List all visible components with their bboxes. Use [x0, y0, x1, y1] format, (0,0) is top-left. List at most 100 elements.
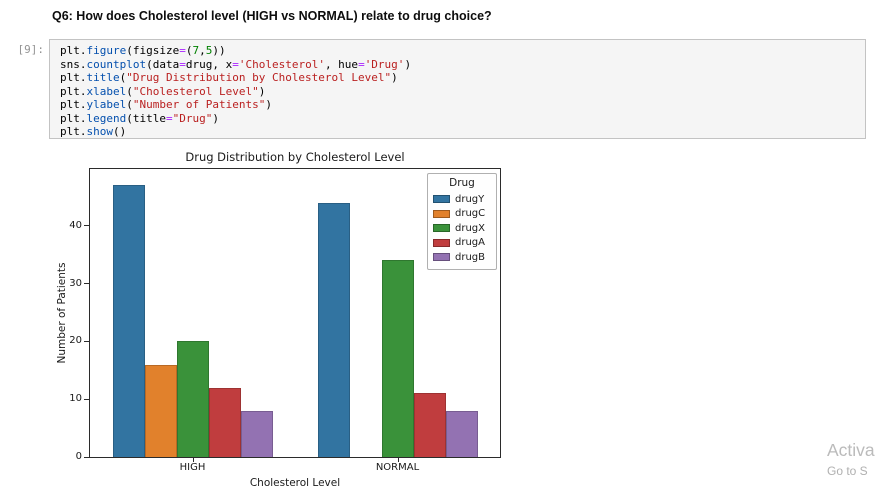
- chart-legend: Drug drugY drugC drugX drugA drugB: [427, 173, 497, 270]
- bar-drugY-NORMAL: [317, 202, 350, 457]
- y-tick-label-30: 30: [69, 277, 82, 289]
- legend-swatch-drugB: [433, 253, 450, 262]
- legend-entry-drugX: drugX: [428, 221, 496, 236]
- legend-label: drugB: [455, 251, 486, 263]
- cell-execution-count: [9]:: [17, 43, 45, 56]
- legend-swatch-drugA: [433, 238, 450, 247]
- code-cell[interactable]: plt.figure(figsize=(7,5)) sns.countplot(d…: [49, 39, 866, 139]
- code-token: =: [358, 57, 365, 71]
- legend-entry-drugY: drugY: [428, 192, 496, 207]
- y-tick-mark: [84, 340, 89, 342]
- chart-title: Drug Distribution by Cholesterol Level: [185, 150, 405, 164]
- code-token: figure: [86, 44, 127, 57]
- code-token: (: [126, 98, 133, 111]
- legend-swatch-drugX: [433, 224, 450, 233]
- x-tick-mark: [397, 458, 399, 462]
- code-token: ,: [199, 44, 206, 57]
- code-line[interactable]: plt.legend(title="Drug"): [60, 112, 865, 126]
- code-line[interactable]: plt.figure(figsize=(7,5)): [60, 44, 865, 58]
- bar-drugX-NORMAL: [381, 260, 414, 457]
- x-tick-label-HIGH: HIGH: [179, 462, 206, 473]
- bar-drugA-NORMAL: [413, 393, 446, 457]
- code-token: plt.: [60, 44, 87, 57]
- code-token: drug, x: [185, 57, 233, 71]
- legend-swatch-drugC: [433, 209, 450, 218]
- code-token: (: [126, 84, 133, 98]
- code-token: (data: [146, 57, 180, 71]
- legend-entry-drugA: drugA: [428, 236, 496, 251]
- y-tick-label-10: 10: [69, 393, 82, 405]
- x-axis-label: Cholesterol Level: [249, 477, 341, 489]
- code-token: =: [179, 57, 186, 71]
- code-token: title: [86, 71, 120, 84]
- code-token: "Number of Patients": [132, 98, 266, 111]
- code-token: , hue: [324, 57, 359, 71]
- code-token: legend: [86, 111, 127, 125]
- code-token: "Drug": [172, 111, 213, 125]
- code-token: (: [119, 71, 127, 84]
- y-tick-label-20: 20: [69, 335, 82, 347]
- code-token: =: [232, 57, 239, 71]
- code-line[interactable]: plt.show(): [60, 125, 865, 139]
- legend-title: Drug: [449, 177, 475, 189]
- code-token: ): [391, 71, 398, 84]
- code-editor[interactable]: plt.figure(figsize=(7,5)) sns.countplot(d…: [60, 44, 865, 139]
- code-token: ): [212, 111, 219, 125]
- code-token: 'Drug': [364, 57, 405, 71]
- legend-entry-drugB: drugB: [428, 250, 496, 265]
- y-tick-mark: [84, 398, 89, 400]
- legend-label: drugA: [455, 237, 485, 249]
- x-tick-mark: [192, 458, 194, 462]
- code-token: plt.: [60, 125, 87, 138]
- code-token: ): [258, 84, 266, 98]
- code-token: (title: [126, 111, 166, 125]
- legend-label: drugC: [455, 208, 486, 220]
- code-token: 7: [192, 44, 200, 57]
- bar-drugC-HIGH: [144, 364, 177, 457]
- y-tick-mark: [84, 456, 89, 458]
- code-token: "Cholesterol Level": [132, 84, 259, 98]
- code-line[interactable]: plt.title("Drug Distribution by Choleste…: [60, 71, 865, 85]
- code-token: show: [86, 125, 114, 138]
- chart-figure: Drug Distribution by Cholesterol Level N…: [50, 148, 510, 494]
- code-token: (): [113, 125, 127, 138]
- plot-area: [89, 168, 501, 458]
- bar-drugX-HIGH: [176, 341, 209, 457]
- bar-drugB-HIGH: [240, 410, 273, 457]
- code-token: "Drug Distribution by Cholesterol Level": [126, 71, 392, 84]
- code-token: plt.: [60, 71, 87, 84]
- legend-entry-drugC: drugC: [428, 207, 496, 222]
- bar-drugB-NORMAL: [445, 410, 478, 457]
- y-tick-mark: [84, 225, 89, 227]
- legend-swatch-drugY: [433, 195, 450, 204]
- code-token: ): [265, 98, 272, 111]
- code-token: ylabel: [86, 98, 127, 111]
- activate-windows-watermark-line2: Go to S: [827, 464, 868, 478]
- y-tick-label-0: 0: [75, 451, 82, 462]
- code-line[interactable]: sns.countplot(data=drug, x='Cholesterol'…: [60, 58, 865, 72]
- code-token: ): [404, 57, 412, 71]
- code-token: 5: [205, 44, 213, 57]
- code-line[interactable]: plt.ylabel("Number of Patients"): [60, 98, 865, 112]
- code-token: 'Cholesterol': [238, 57, 325, 71]
- code-token: plt.: [60, 98, 87, 111]
- code-token: plt.: [60, 111, 87, 125]
- bar-drugY-HIGH: [112, 185, 145, 457]
- code-token: (: [185, 44, 193, 57]
- code-token: countplot: [86, 57, 147, 71]
- y-tick-mark: [84, 283, 89, 284]
- code-line[interactable]: plt.xlabel("Cholesterol Level"): [60, 85, 865, 99]
- code-token: plt.: [60, 84, 87, 98]
- legend-label: drugX: [455, 222, 485, 234]
- bar-drugA-HIGH: [208, 387, 241, 457]
- code-token: (figsize: [126, 44, 180, 57]
- code-token: =: [166, 111, 173, 125]
- code-token: xlabel: [86, 84, 127, 98]
- code-token: )): [212, 44, 226, 57]
- y-tick-label-40: 40: [69, 219, 82, 231]
- question-heading: Q6: How does Cholesterol level (HIGH vs …: [52, 9, 492, 23]
- x-tick-label-NORMAL: NORMAL: [375, 462, 420, 473]
- activate-windows-watermark: Activa: [827, 440, 875, 460]
- legend-label: drugY: [455, 193, 485, 205]
- code-token: =: [179, 44, 186, 57]
